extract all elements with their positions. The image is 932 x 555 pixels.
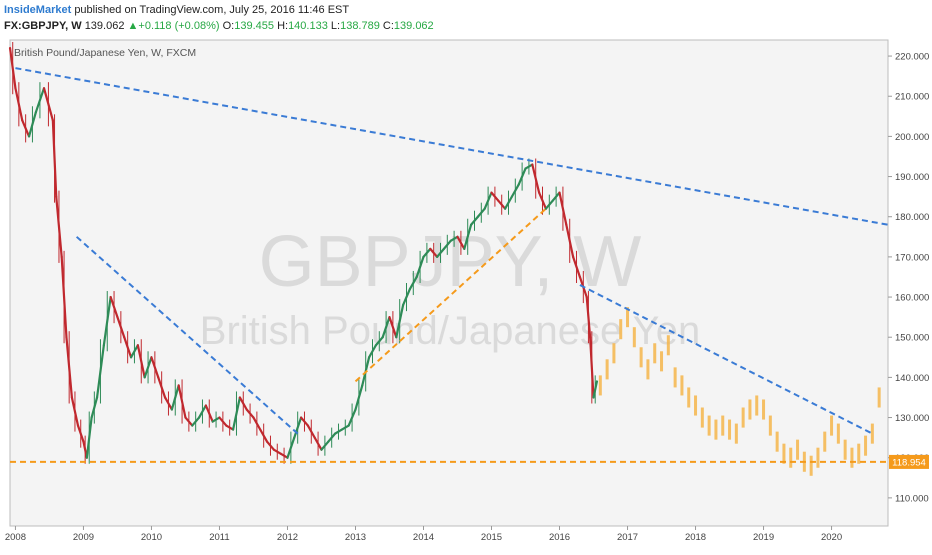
publisher-link[interactable]: InsideMarket	[4, 4, 72, 16]
y-tick-label: 150.000	[895, 333, 929, 344]
x-tick-label: 2009	[73, 532, 94, 543]
chart-title: British Pound/Japanese Yen, W, FXCM	[14, 47, 196, 59]
projection-bar	[768, 415, 772, 436]
x-tick-label: 2015	[481, 532, 502, 543]
y-axis[interactable]: 110.000120.000130.000140.000150.000160.0…	[888, 52, 929, 505]
projection-bar	[734, 423, 738, 444]
high-label: H:	[277, 20, 289, 32]
y-tick-label: 210.000	[895, 92, 929, 103]
y-tick-label: 130.000	[895, 413, 929, 424]
x-tick-label: 2008	[5, 532, 26, 543]
projection-bar	[836, 423, 840, 444]
y-tick-label: 160.000	[895, 293, 929, 304]
projection-bar	[714, 419, 718, 440]
x-tick-label: 2014	[413, 532, 434, 543]
projection-bar	[666, 335, 670, 356]
quote-line: FX:GBPJPY, W 139.062 ▲+0.118 (+0.08%) O:…	[4, 20, 434, 32]
projection-bar	[830, 415, 834, 436]
y-tick-label: 170.000	[895, 252, 929, 263]
low-value: 138.789	[340, 20, 380, 32]
publish-line: InsideMarket published on TradingView.co…	[4, 4, 349, 16]
symbol-label[interactable]: FX:GBPJPY, W	[4, 20, 82, 32]
last-price: 139.062	[84, 20, 125, 32]
blue-trend-line[interactable]	[579, 284, 873, 435]
y-tick-label: 110.000	[895, 493, 929, 504]
x-tick-label: 2017	[617, 532, 638, 543]
price-label-group: 118.954	[889, 454, 929, 469]
projection-bar	[639, 347, 643, 368]
projection-bar	[673, 367, 677, 388]
projection-bar	[789, 447, 793, 468]
orange-trend-line[interactable]	[354, 207, 547, 383]
close-value: 139.062	[393, 20, 434, 32]
y-tick-label: 180.000	[895, 212, 929, 223]
x-tick-label: 2016	[549, 532, 570, 543]
plot-background	[9, 39, 889, 527]
projection-bar	[748, 399, 752, 420]
open-value: 139.455	[234, 20, 274, 32]
high-value: 140.133	[288, 20, 328, 32]
price-series	[8, 42, 599, 464]
projection-bar	[619, 319, 623, 340]
projection-bar	[782, 443, 786, 464]
projection-bar	[694, 395, 698, 416]
projection-bar	[775, 431, 779, 452]
projection-bar	[626, 307, 630, 328]
projection-bar	[850, 447, 854, 468]
projection-bar	[755, 395, 759, 416]
projection-bar	[843, 439, 847, 460]
projection-bar	[721, 415, 725, 436]
watermark: GBPJPY, W	[259, 222, 642, 302]
chart-header: InsideMarket published on TradingView.co…	[0, 0, 932, 36]
projection-series	[598, 307, 881, 476]
projection-bar	[632, 327, 636, 348]
y-tick-label: 190.000	[895, 172, 929, 183]
up-arrow-icon: ▲	[127, 20, 139, 32]
projection-bar	[877, 387, 881, 408]
projection-bar	[870, 423, 874, 444]
blue-trend-line[interactable]	[15, 67, 889, 226]
projection-bar	[660, 351, 664, 372]
projection-bar	[646, 359, 650, 380]
projection-bar	[653, 343, 657, 364]
low-label: L:	[330, 20, 341, 32]
projection-bar	[605, 359, 609, 380]
projection-bar	[612, 343, 616, 364]
open-label: O:	[222, 20, 235, 32]
price-label-text: 118.954	[892, 457, 926, 468]
projection-bar	[816, 447, 820, 468]
x-axis[interactable]: 2008 2009 2010 2011 2012 2013 2014 2015 2016 2017…	[5, 526, 842, 543]
x-tick-label: 2019	[753, 532, 774, 543]
projection-bar	[823, 431, 827, 452]
projection-bar	[741, 407, 745, 428]
watermark-subtitle: British Pound/Japanese Yen	[200, 309, 700, 353]
x-tick-label: 2010	[141, 532, 162, 543]
y-tick-label: 140.000	[895, 373, 929, 384]
price-chart[interactable]: GBPJPY, W British Pound/Japanese Yen Bri…	[0, 36, 932, 550]
chart-area[interactable]: GBPJPY, W British Pound/Japanese Yen Bri…	[0, 36, 932, 550]
published-text: published on TradingView.com, July 25, 2…	[74, 4, 350, 16]
x-tick-label: 2020	[821, 532, 842, 543]
x-tick-label: 2012	[277, 532, 298, 543]
x-tick-label: 2018	[685, 532, 706, 543]
projection-bar	[700, 407, 704, 428]
projection-bar	[762, 399, 766, 420]
projection-bar	[857, 443, 861, 464]
projection-bar	[796, 439, 800, 460]
price-change: +0.118 (+0.08%)	[138, 20, 220, 32]
projection-bar	[809, 455, 813, 476]
projection-bar	[728, 419, 732, 440]
close-label: C:	[382, 20, 394, 32]
projection-bar	[680, 375, 684, 396]
trend-lines	[10, 67, 889, 463]
price-label-box	[889, 454, 929, 469]
y-tick-label: 220.000	[895, 52, 929, 63]
projection-bar	[707, 415, 711, 436]
x-tick-label: 2013	[345, 532, 366, 543]
projection-bar	[598, 375, 602, 396]
x-tick-label: 2011	[209, 532, 229, 543]
y-tick-label: 200.000	[895, 132, 929, 143]
projection-bar	[687, 387, 691, 408]
projection-bar	[864, 435, 868, 456]
